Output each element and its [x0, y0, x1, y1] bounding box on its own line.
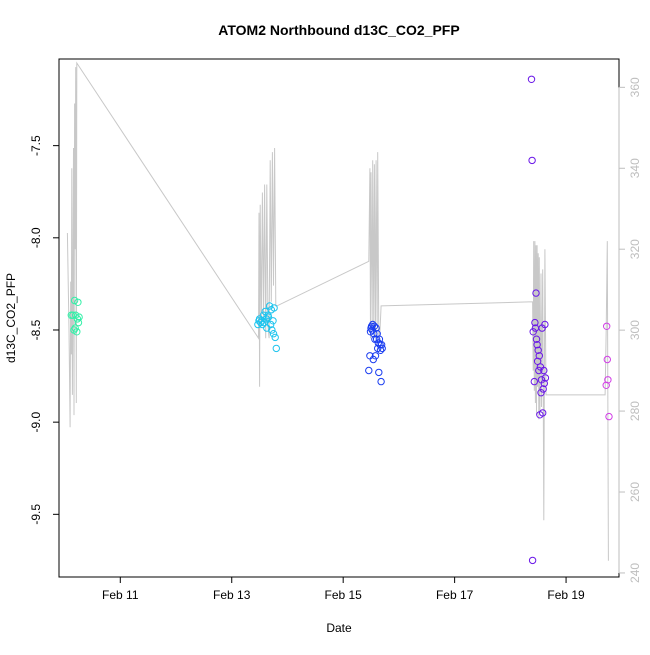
data-point — [258, 320, 267, 329]
data-point — [528, 156, 536, 165]
data-point — [371, 352, 380, 360]
y-tick-label: -8.0 — [29, 227, 43, 248]
data-point — [372, 335, 381, 343]
data-point — [535, 366, 543, 375]
y-tick-label: -7.5 — [29, 135, 43, 156]
data-point — [272, 344, 280, 353]
x-tick-label: Feb 19 — [547, 588, 585, 602]
y2-tick-label: 300 — [628, 320, 642, 340]
data-point — [541, 374, 550, 382]
x-axis-label: Date — [326, 621, 352, 635]
y-axis-right: 240 260 280 300 320 340 360 — [618, 77, 642, 583]
data-point — [539, 385, 547, 393]
data-point — [537, 389, 545, 397]
data-point — [603, 322, 611, 330]
y2-tick-label: 260 — [628, 482, 642, 502]
data-point — [71, 324, 79, 332]
y2-tick-label: 280 — [628, 401, 642, 421]
data-point — [532, 289, 540, 297]
y2-tick-label: 360 — [628, 77, 642, 97]
data-point — [75, 313, 83, 321]
points-layer — [67, 75, 613, 565]
y2-tick-label: 320 — [628, 239, 642, 259]
data-point — [534, 346, 542, 354]
data-point — [367, 322, 376, 330]
data-point — [375, 368, 383, 377]
data-point — [267, 320, 275, 329]
data-point — [527, 75, 536, 84]
data-point — [605, 412, 613, 421]
data-point — [541, 320, 549, 329]
data-point — [372, 324, 380, 332]
y-axis-left: -7.5 -8.0 -8.5 -9.0 -9.5 — [29, 135, 60, 525]
data-point — [365, 366, 373, 375]
y-axis-label: d13C_CO2_PFP — [4, 273, 18, 363]
data-point — [535, 352, 543, 360]
data-point — [540, 379, 548, 388]
data-point — [603, 355, 611, 364]
data-point — [271, 333, 279, 342]
data-point — [530, 377, 538, 386]
data-point — [376, 346, 385, 354]
data-point — [270, 304, 278, 312]
data-point — [378, 344, 386, 353]
data-point — [265, 302, 274, 310]
x-tick-label: Feb 13 — [213, 588, 251, 602]
x-tick-label: Feb 15 — [324, 588, 362, 602]
y2-tick-label: 240 — [628, 563, 642, 583]
data-point — [531, 318, 539, 327]
data-point — [73, 328, 81, 336]
data-point — [604, 376, 612, 384]
data-point — [540, 366, 548, 375]
x-tick-label: Feb 17 — [436, 588, 474, 602]
x-axis: Feb 11 Feb 13 Feb 15 Feb 17 Feb 19 — [102, 576, 585, 602]
series-line — [66, 61, 609, 561]
data-point — [369, 355, 377, 364]
y-tick-label: -9.5 — [29, 504, 43, 525]
x-tick-label: Feb 11 — [102, 588, 139, 602]
y-tick-label: -9.0 — [29, 411, 43, 432]
y2-tick-label: 340 — [628, 158, 642, 178]
data-point — [257, 318, 265, 327]
data-point — [74, 298, 82, 306]
data-point — [264, 313, 273, 321]
line-layer — [66, 61, 609, 561]
y-tick-label: -8.5 — [29, 319, 43, 340]
data-point — [377, 341, 386, 349]
data-point — [532, 335, 541, 343]
data-point — [262, 315, 270, 323]
data-point — [368, 326, 376, 334]
data-point — [528, 556, 537, 565]
data-point — [377, 377, 385, 386]
data-point — [268, 326, 276, 334]
data-point — [539, 409, 547, 417]
data-point — [529, 328, 537, 336]
data-point — [269, 317, 277, 325]
chart-title: ATOM2 Northbound d13C_CO2_PFP — [218, 22, 459, 38]
data-point — [269, 330, 278, 338]
data-point — [370, 322, 379, 330]
data-point — [73, 315, 82, 323]
data-point — [533, 341, 541, 349]
data-point — [74, 318, 83, 327]
